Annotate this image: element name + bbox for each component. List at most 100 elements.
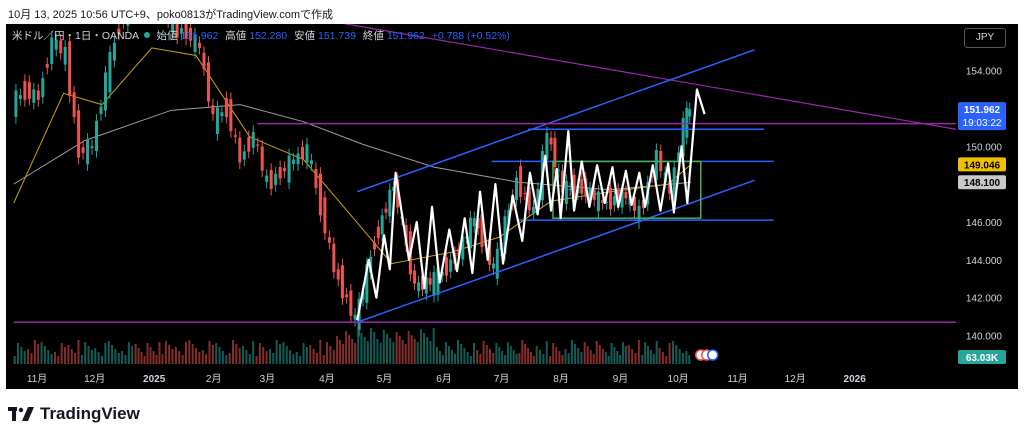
volume-bar	[647, 346, 650, 364]
candle-body	[265, 175, 269, 182]
volume-bar	[627, 345, 630, 364]
volume-bar	[302, 343, 305, 364]
volume-bar	[87, 346, 90, 364]
volume-bar	[111, 345, 114, 364]
volume-bar	[342, 344, 345, 364]
volume-bar	[30, 353, 33, 364]
volume-bar	[27, 349, 30, 364]
volume-bar	[107, 341, 110, 364]
volume-bar	[509, 346, 512, 364]
candle-body	[668, 180, 672, 194]
candle-body	[612, 196, 616, 206]
x-tick-label: 10月	[668, 373, 689, 385]
candle-body	[424, 277, 428, 294]
volume-bar	[376, 339, 379, 364]
symbol-info-bar: 米ドル／円・1日・OANDA 始値 151.962 高値 152.280 安値 …	[12, 28, 510, 43]
candle-body	[14, 90, 18, 117]
volume-bar	[336, 336, 339, 364]
candle-body	[283, 168, 287, 172]
volume-bar	[40, 342, 43, 364]
volume-bar	[155, 355, 158, 364]
volume-bar	[561, 355, 564, 364]
volume-bar	[299, 356, 302, 364]
candle-body	[564, 180, 568, 204]
volume-bar	[610, 343, 613, 364]
volume-bar	[146, 343, 149, 364]
volume-bar	[188, 340, 191, 364]
candle-body	[27, 81, 31, 99]
candle-body	[413, 270, 417, 284]
volume-bar	[529, 352, 532, 364]
currency-button[interactable]: JPY	[964, 28, 1006, 48]
volume-bar	[77, 340, 80, 364]
tradingview-logo-icon	[8, 407, 34, 421]
volume-bar	[432, 328, 435, 364]
volume-bar	[398, 336, 401, 364]
x-tick-label: 9月	[613, 373, 629, 385]
candle-body	[327, 237, 331, 243]
candle-body	[568, 189, 572, 191]
volume-bar	[178, 351, 181, 364]
volume-bar	[435, 347, 438, 364]
candle-body	[428, 278, 432, 285]
candle-body	[63, 46, 67, 65]
x-tick-label: 2月	[206, 373, 222, 385]
volume-bar	[476, 350, 479, 364]
candle-body	[488, 239, 492, 265]
candle-body	[247, 137, 251, 152]
candles	[14, 24, 692, 337]
candle-body	[18, 95, 22, 99]
candle-body	[561, 170, 565, 193]
volume-bar	[649, 350, 652, 364]
volume-bar	[23, 351, 26, 364]
volume-bar	[289, 350, 292, 364]
volume-bar	[685, 351, 688, 364]
candle-body	[620, 191, 624, 208]
candle-body	[171, 24, 175, 33]
volume-bar	[386, 334, 388, 364]
candle-body	[491, 263, 495, 269]
tradingview-logo[interactable]: TradingView	[8, 404, 140, 424]
price-chart[interactable]: 154.000152.000150.000148.000146.000144.0…	[6, 24, 1018, 389]
price-badge-value: 151.962	[964, 105, 1001, 116]
volume-bar	[389, 338, 392, 364]
volume-bar	[258, 343, 261, 364]
channel-lower-line	[356, 179, 755, 323]
volume-bar	[552, 343, 555, 364]
candle-body	[519, 166, 523, 197]
low-value: 151.739	[318, 30, 356, 42]
volume-histogram	[13, 328, 691, 364]
candle-body	[436, 267, 440, 295]
candle-body	[90, 146, 94, 149]
candle-body	[180, 28, 184, 34]
candle-body	[677, 152, 681, 161]
volume-bar	[211, 345, 214, 364]
x-tick-label: 12月	[785, 373, 806, 385]
volume-bar	[339, 340, 342, 364]
volume-bar	[473, 343, 476, 364]
volume-bar	[613, 347, 616, 364]
volume-bar	[457, 340, 460, 364]
symbol-name[interactable]: 米ドル／円・1日・OANDA	[12, 30, 139, 42]
candle-body	[553, 137, 557, 168]
volume-bar	[589, 350, 592, 364]
volume-bar	[191, 344, 194, 364]
candle-body	[654, 150, 658, 180]
candle-body	[278, 167, 282, 179]
candle-body	[54, 39, 58, 50]
volume-badge-value: 63.03K	[966, 353, 999, 364]
candle-body	[580, 178, 584, 194]
volume-bar	[348, 335, 351, 364]
candle-body	[36, 90, 40, 100]
candle-body	[365, 264, 369, 303]
volume-bar	[137, 348, 140, 364]
volume-bar	[309, 345, 312, 364]
volume-bar	[535, 346, 538, 364]
chart-panel[interactable]: 154.000152.000150.000148.000146.000144.0…	[6, 24, 1018, 389]
volume-bar	[392, 342, 395, 364]
candle-body	[340, 265, 344, 299]
price-badge-value: 148.100	[964, 178, 1001, 189]
volume-bar	[198, 352, 201, 364]
volume-bar	[218, 347, 221, 364]
volume-bar	[101, 356, 103, 364]
